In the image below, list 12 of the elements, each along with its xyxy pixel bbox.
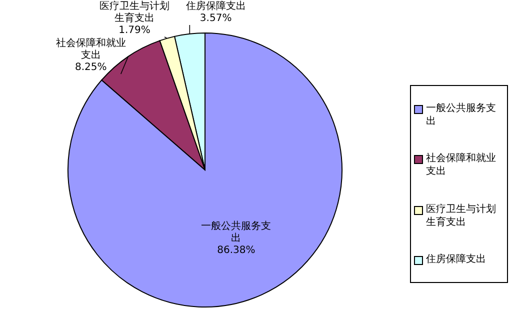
legend-label: 住房保障支出 (426, 252, 486, 266)
legend-label: 一般公共服务支出 (426, 102, 497, 128)
slice-label: 住房保障支出 (184, 1, 247, 13)
slice-label: 一般公共服务支出 (200, 220, 272, 245)
legend-label: 医疗卫生与计划生育支出 (426, 202, 497, 229)
slice-label: 医疗卫生与计划生育支出 (98, 1, 170, 25)
data-label: 3.57% (198, 13, 233, 25)
legend-label: 社会保障和就业支出 (426, 152, 497, 178)
data-label: 1.79% (118, 25, 152, 37)
data-label: 86.38% (216, 244, 256, 257)
data-label: 8.25% (74, 62, 108, 74)
slice-label: 社会保障和就业支出 (54, 38, 127, 62)
